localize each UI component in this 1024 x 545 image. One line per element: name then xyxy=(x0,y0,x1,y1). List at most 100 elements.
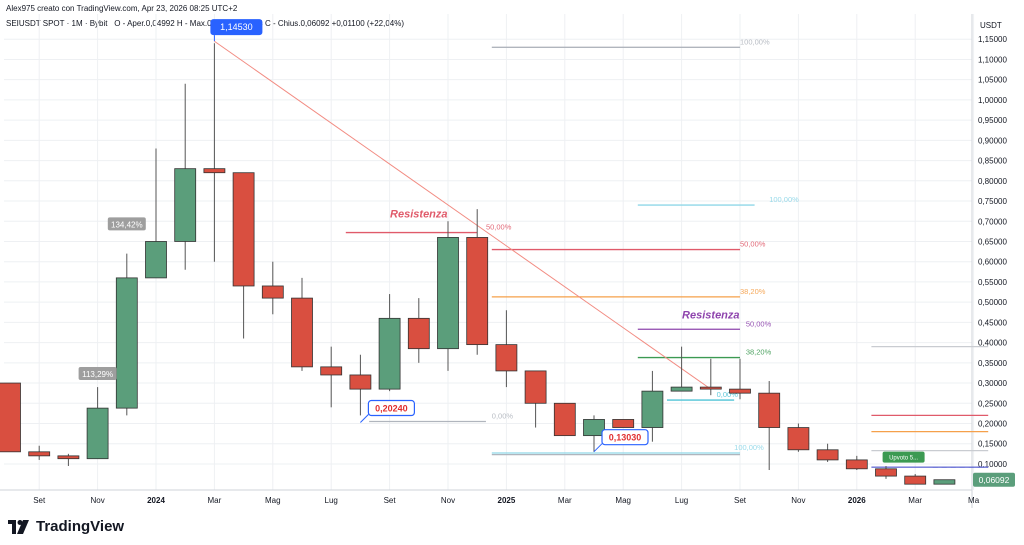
candle-body xyxy=(641,390,664,428)
price-callout-box xyxy=(601,429,649,446)
percent-label-text: 134,42% xyxy=(111,220,143,229)
y-tick-label: 0,60000 xyxy=(978,258,1007,267)
y-tick-label: 0,50000 xyxy=(978,298,1007,307)
small-badge-box xyxy=(882,451,925,463)
fib-level-label: 38,20% xyxy=(746,348,772,357)
x-tick-label: Lug xyxy=(675,496,688,505)
fib-level-label: 38,20% xyxy=(740,287,766,296)
candle-body xyxy=(670,386,693,392)
candle-body xyxy=(553,402,576,437)
y-tick-label: 0,65000 xyxy=(978,237,1007,246)
candle-body xyxy=(407,317,430,350)
price-callout-box xyxy=(210,19,263,36)
candle-body xyxy=(524,370,547,404)
candle-body xyxy=(115,277,138,409)
candle-body xyxy=(203,168,226,174)
candle-body xyxy=(437,237,459,350)
candle-body xyxy=(232,172,255,287)
fib-level-label: 0,00% xyxy=(717,390,739,399)
symbol-line: SEIUSDT SPOT · 1M · Bybit xyxy=(6,19,108,28)
y-tick-label: 0,20000 xyxy=(978,420,1007,429)
price-callout-pointer xyxy=(360,414,369,423)
price-callout-box xyxy=(367,399,415,417)
x-tick-label: Nov xyxy=(90,496,104,505)
x-tick-label: Set xyxy=(384,496,397,505)
candle-body xyxy=(349,374,372,390)
x-tick-label: 2025 xyxy=(498,496,516,505)
candle-body xyxy=(758,392,781,428)
x-tick-label: Mar xyxy=(208,496,222,505)
trend-line xyxy=(214,40,712,390)
y-tick-label: 0,80000 xyxy=(978,177,1007,186)
y-tick-label: 0,70000 xyxy=(978,217,1007,226)
price-callout-pointer xyxy=(593,443,603,453)
fib-level-label: 100,00% xyxy=(734,443,764,452)
y-tick-label: 1,05000 xyxy=(978,76,1007,85)
last-price-box xyxy=(973,472,1015,487)
author-line: Alex975 creato con TradingView.com, Apr … xyxy=(6,4,238,13)
candle-body xyxy=(378,317,401,390)
candle-body xyxy=(86,407,109,460)
y-tick-label: 0,55000 xyxy=(978,278,1007,287)
candle-body xyxy=(261,285,284,299)
y-tick-label: 0,90000 xyxy=(978,136,1007,145)
x-tick-label: 2026 xyxy=(848,496,866,505)
candle-body xyxy=(57,455,80,460)
y-tick-label: 0,85000 xyxy=(978,157,1007,166)
brand-name: TradingView xyxy=(36,518,125,535)
x-tick-label: Ma xyxy=(968,496,980,505)
y-tick-label: 0,10000 xyxy=(978,460,1007,469)
percent-label-text: 113,29% xyxy=(82,370,113,379)
x-tick-label: 2024 xyxy=(147,496,165,505)
currency-label: USDT xyxy=(980,21,1002,30)
candle-body xyxy=(174,168,197,242)
price-callout-text: 0,20240 xyxy=(375,404,408,414)
candle-body xyxy=(0,382,21,453)
small-badge-text: Upvoto 5... xyxy=(889,456,918,462)
y-tick-label: 0,35000 xyxy=(978,359,1007,368)
y-tick-label: 0,15000 xyxy=(978,440,1007,449)
candle-body xyxy=(904,475,927,485)
x-tick-label: Mag xyxy=(265,496,281,505)
x-tick-label: Mar xyxy=(558,496,572,505)
y-tick-label: 0,25000 xyxy=(978,399,1007,408)
candle-body xyxy=(320,366,343,376)
percent-label-box xyxy=(78,367,117,381)
x-tick-label: Nov xyxy=(441,496,455,505)
fib-level-label: 100,00% xyxy=(740,37,770,46)
fib-level-label: 50,00% xyxy=(486,223,512,232)
resistance-annotation: Resistenza xyxy=(682,309,739,321)
x-tick-label: Set xyxy=(33,496,46,505)
y-tick-label: 1,00000 xyxy=(978,96,1007,105)
x-tick-label: Mar xyxy=(908,496,922,505)
candle-body xyxy=(816,449,839,461)
tradingview-brand[interactable]: TradingView xyxy=(8,518,124,535)
candle-body xyxy=(145,241,167,279)
candle-body xyxy=(699,386,722,390)
x-tick-label: Mag xyxy=(615,496,631,505)
fib-level-label: 50,00% xyxy=(746,319,772,328)
candle-body xyxy=(28,451,51,457)
price-callout-text: 0,13030 xyxy=(609,433,642,443)
x-tick-label: Nov xyxy=(791,496,805,505)
y-tick-label: 0,75000 xyxy=(978,197,1007,206)
candle-body xyxy=(729,388,751,394)
fib-level-label: 100,00% xyxy=(769,195,799,204)
candle-body xyxy=(875,468,897,477)
y-tick-label: 0,30000 xyxy=(978,379,1007,388)
y-tick-label: 1,10000 xyxy=(978,55,1007,64)
last-price-text: 0,06092 xyxy=(979,475,1010,485)
candle-body xyxy=(466,237,489,346)
x-tick-label: Set xyxy=(734,496,747,505)
resistance-annotation: Resistenza xyxy=(390,208,447,220)
y-tick-label: 0,45000 xyxy=(978,318,1007,327)
x-tick-label: Lug xyxy=(325,496,338,505)
tradingview-logo-icon xyxy=(8,519,29,534)
candle-body xyxy=(495,344,518,372)
y-tick-label: 1,15000 xyxy=(978,35,1007,44)
candle-body xyxy=(845,459,868,470)
price-callout-text: 1,14530 xyxy=(220,22,253,32)
candle-body xyxy=(291,297,313,368)
candle-body xyxy=(933,479,956,485)
